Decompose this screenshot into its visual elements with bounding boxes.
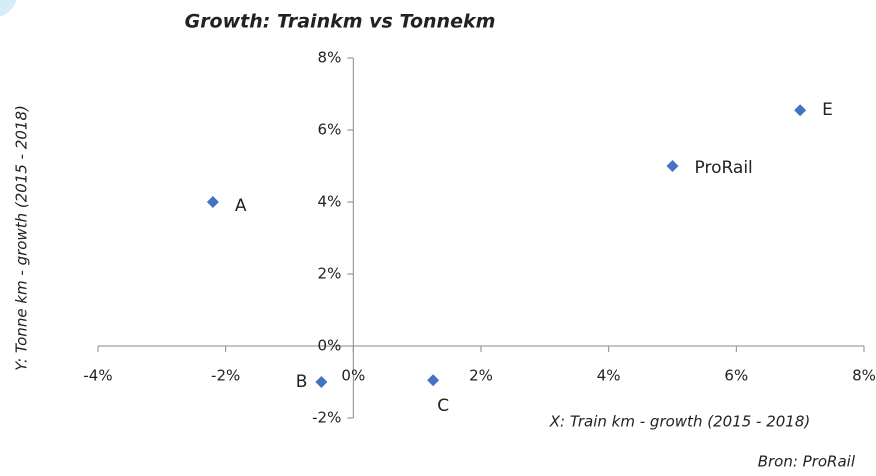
point-label: B <box>296 372 308 392</box>
x-tick-label: 2% <box>469 367 493 385</box>
y-tick-label: 6% <box>318 121 342 139</box>
y-tick-label: 4% <box>318 193 342 211</box>
point-label: ProRail <box>695 158 753 178</box>
point <box>666 160 679 172</box>
x-axis-label: X: Train km - growth (2015 - 2018) <box>549 413 810 431</box>
annotation: Bron: ProRail <box>758 453 856 471</box>
x-tick-label: -2% <box>211 367 240 385</box>
y-tick-label: 0% <box>318 337 342 355</box>
point-label: E <box>822 100 833 120</box>
y-tick-label: 8% <box>318 49 342 67</box>
point-label: C <box>437 396 449 416</box>
y-axis-label: Y: Tonne km - growth (2015 - 2018) <box>13 105 31 371</box>
x-tick-label: -4% <box>83 367 112 385</box>
point <box>315 376 328 388</box>
point <box>427 374 440 387</box>
point <box>206 196 219 208</box>
x-tick-label: 6% <box>724 367 748 385</box>
chart-title: Growth: Trainkm vs Tonnekm <box>185 11 496 33</box>
x-tick-label: 0% <box>341 367 365 385</box>
x-tick-label: 8% <box>852 367 876 385</box>
point-label: A <box>235 196 247 216</box>
y-tick-label: -2% <box>312 409 341 427</box>
point <box>794 104 807 117</box>
x-tick-label: 4% <box>597 367 621 385</box>
y-tick-label: 2% <box>318 265 342 283</box>
decoration <box>0 0 17 17</box>
